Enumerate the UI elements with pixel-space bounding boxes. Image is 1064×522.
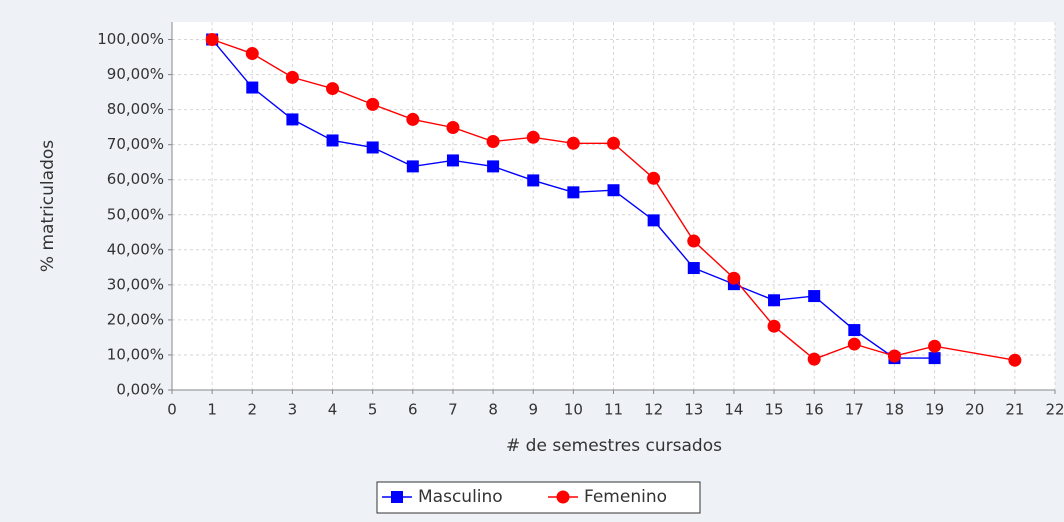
marker: [687, 234, 701, 248]
x-tick-label: 22: [1045, 401, 1064, 419]
marker: [687, 262, 700, 275]
marker: [847, 337, 861, 351]
marker: [486, 135, 500, 149]
marker: [366, 97, 380, 111]
x-tick-label: 19: [925, 401, 944, 419]
marker: [887, 349, 901, 363]
marker: [928, 352, 941, 365]
y-tick-label: 10,00%: [107, 345, 164, 363]
marker: [607, 136, 620, 150]
marker: [406, 160, 419, 173]
marker: [647, 214, 660, 227]
y-tick-label: 0,00%: [116, 381, 164, 399]
y-tick-label: 60,00%: [107, 170, 164, 188]
x-tick-label: 3: [288, 401, 298, 419]
x-tick-label: 21: [1005, 401, 1024, 419]
legend-label: Masculino: [418, 487, 503, 507]
marker: [326, 82, 340, 96]
marker: [487, 160, 500, 173]
x-tick-label: 7: [448, 401, 458, 419]
marker: [286, 113, 299, 126]
x-tick-label: 1: [207, 401, 217, 419]
y-axis-label: % matriculados: [38, 140, 58, 272]
marker: [928, 339, 942, 353]
marker: [808, 290, 821, 303]
marker: [767, 319, 781, 333]
marker: [446, 120, 460, 134]
x-tick-label: 2: [247, 401, 257, 419]
marker: [607, 184, 620, 197]
marker: [246, 81, 259, 94]
marker: [768, 294, 781, 307]
x-tick-label: 8: [488, 401, 498, 419]
y-tick-label: 40,00%: [107, 240, 164, 258]
x-tick-label: 16: [805, 401, 824, 419]
x-tick-label: 4: [328, 401, 338, 419]
marker: [848, 324, 861, 337]
marker: [566, 136, 580, 150]
marker: [567, 186, 580, 199]
y-tick-label: 20,00%: [107, 310, 164, 328]
x-tick-label: 11: [604, 401, 623, 419]
x-tick-label: 15: [764, 401, 783, 419]
x-tick-label: 18: [885, 401, 904, 419]
x-tick-label: 0: [167, 401, 177, 419]
x-tick-label: 5: [368, 401, 378, 419]
x-tick-label: 6: [408, 401, 418, 419]
x-tick-label: 14: [724, 401, 743, 419]
x-tick-label: 10: [564, 401, 583, 419]
marker: [1008, 353, 1022, 367]
marker: [285, 70, 299, 84]
y-tick-label: 100,00%: [97, 30, 164, 48]
marker: [406, 112, 420, 126]
x-tick-label: 20: [965, 401, 984, 419]
x-axis-label: # de semestres cursados: [506, 436, 722, 456]
marker: [526, 130, 540, 144]
legend-marker: [391, 491, 403, 503]
x-tick-label: 13: [684, 401, 703, 419]
x-tick-label: 9: [528, 401, 538, 419]
x-tick-label: 17: [845, 401, 864, 419]
y-tick-label: 80,00%: [107, 100, 164, 118]
marker: [807, 352, 821, 366]
y-tick-label: 90,00%: [107, 65, 164, 83]
marker: [647, 171, 661, 185]
x-tick-label: 12: [644, 401, 663, 419]
marker: [366, 141, 379, 154]
y-tick-label: 30,00%: [107, 275, 164, 293]
legend-box: [376, 481, 701, 514]
y-tick-label: 50,00%: [107, 205, 164, 223]
marker: [727, 271, 741, 285]
legend-label: Femenino: [584, 487, 667, 507]
marker: [205, 33, 219, 47]
y-tick-label: 70,00%: [107, 135, 164, 153]
marker: [326, 134, 339, 147]
marker: [527, 174, 540, 187]
marker: [446, 154, 459, 167]
marker: [245, 47, 259, 61]
legend-marker: [556, 490, 570, 504]
series-line: [211, 38, 1015, 361]
